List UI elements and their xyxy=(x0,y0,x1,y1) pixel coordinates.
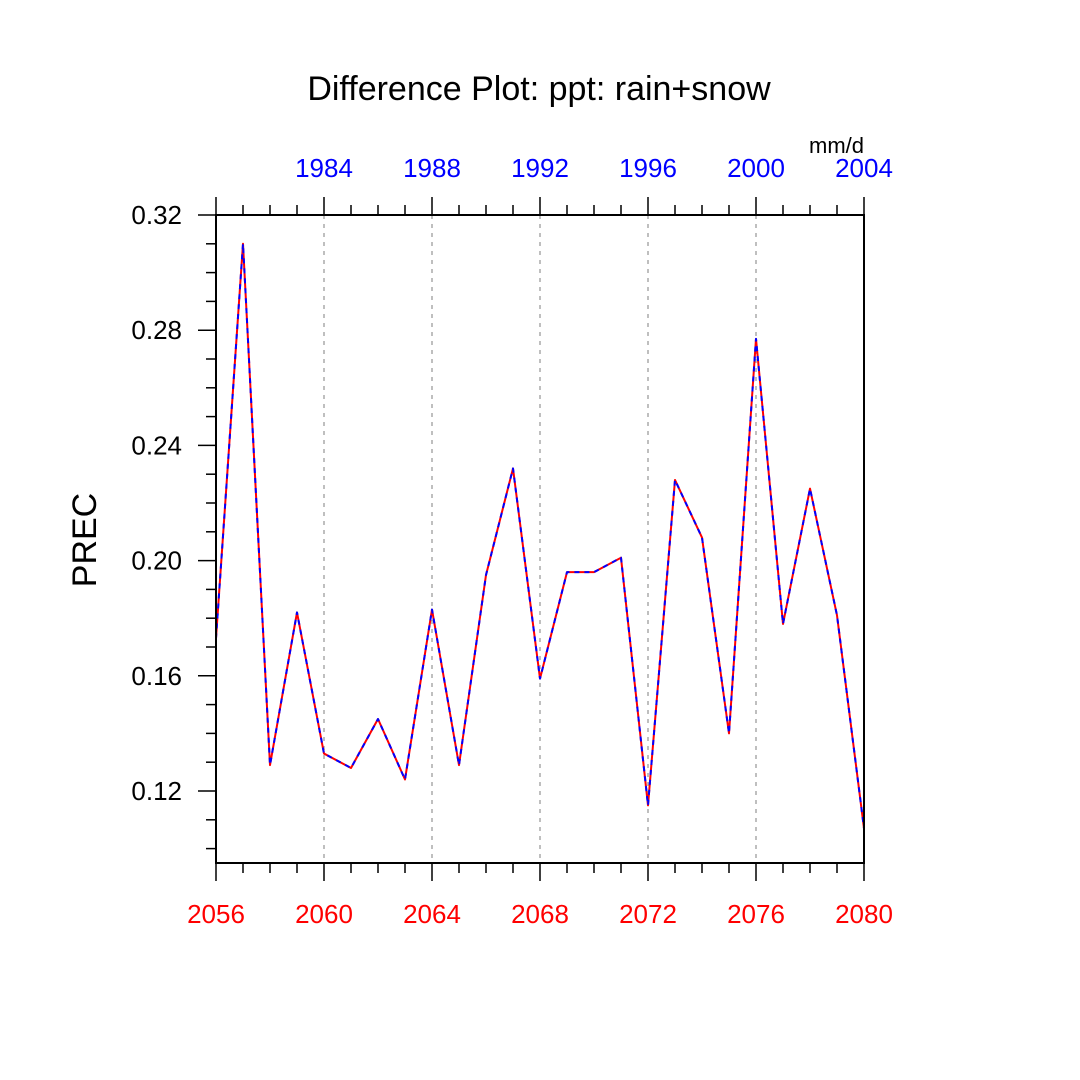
top-tick-label: 1992 xyxy=(511,153,569,183)
tick-labels: 2056 2060 2064 2068 2072 2076 2080 1984 1988 1992… xyxy=(131,153,893,929)
top-tick-label: 2004 xyxy=(835,153,893,183)
bottom-tick-label: 2068 xyxy=(511,899,569,929)
units-label: mm/d xyxy=(809,133,864,158)
bottom-tick-label: 2072 xyxy=(619,899,677,929)
y-tick-label: 0.12 xyxy=(131,776,182,806)
y-tick-label: 0.16 xyxy=(131,661,182,691)
top-tick-label: 2000 xyxy=(727,153,785,183)
y-tick-label: 0.28 xyxy=(131,315,182,345)
grid-lines xyxy=(323,215,757,863)
series-lines xyxy=(215,242,865,829)
axis-ticks xyxy=(198,197,865,881)
y-tick-label: 0.32 xyxy=(131,200,182,230)
bottom-tick-label: 2080 xyxy=(835,899,893,929)
top-tick-label: 1996 xyxy=(619,153,677,183)
bottom-tick-label: 2056 xyxy=(187,899,245,929)
y-axis-label: PREC xyxy=(66,493,104,587)
y-tick-label: 0.24 xyxy=(131,430,182,460)
bottom-tick-label: 2060 xyxy=(295,899,353,929)
series-line xyxy=(215,242,865,829)
y-tick-label: 0.20 xyxy=(131,546,182,576)
bottom-tick-label: 2076 xyxy=(727,899,785,929)
top-tick-label: 1988 xyxy=(403,153,461,183)
top-tick-label: 1984 xyxy=(295,153,353,183)
chart-title: Difference Plot: ppt: rain+snow xyxy=(307,70,771,108)
bottom-tick-label: 2064 xyxy=(403,899,461,929)
